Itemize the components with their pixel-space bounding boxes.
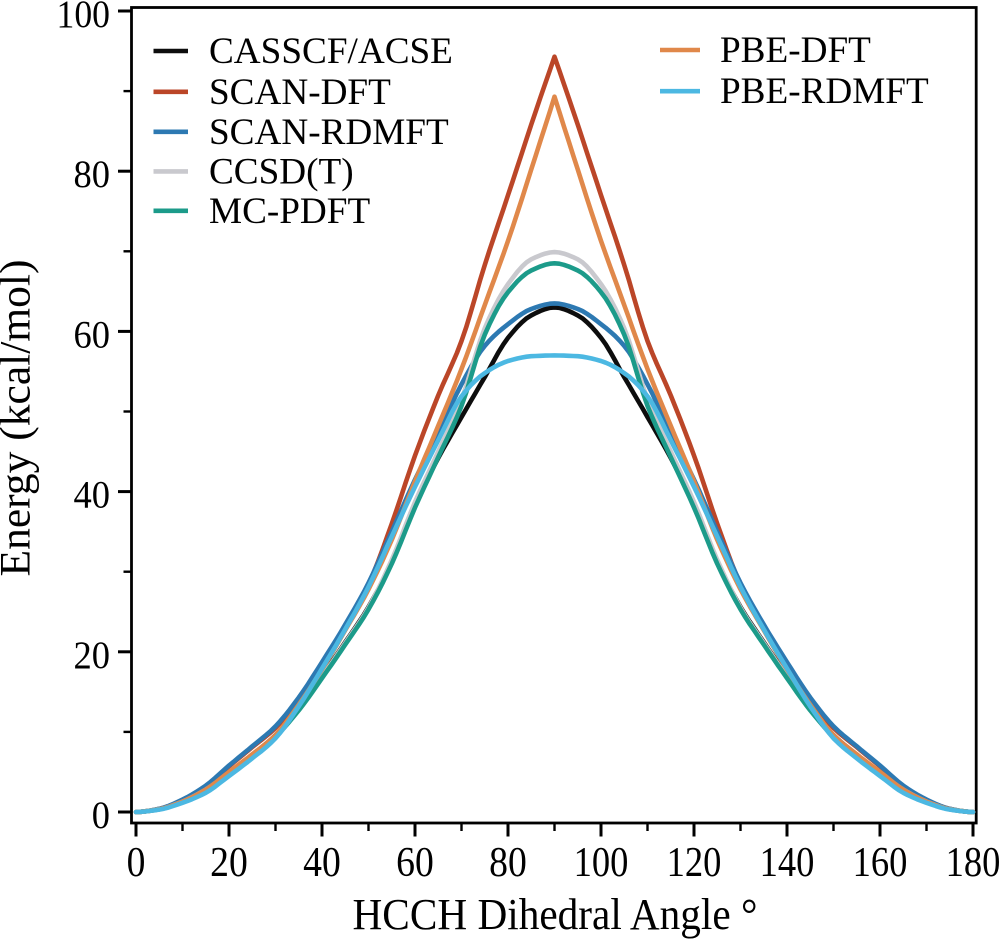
svg-text:180: 180 (946, 840, 1000, 886)
svg-text:140: 140 (760, 840, 815, 886)
svg-text:Energy (kcal/mol): Energy (kcal/mol) (0, 260, 40, 577)
svg-text:80: 80 (489, 840, 527, 886)
svg-text:PBE-DFT: PBE-DFT (720, 30, 871, 71)
svg-text:60: 60 (396, 840, 434, 886)
svg-text:100: 100 (57, 0, 111, 36)
svg-text:MC-PDFT: MC-PDFT (209, 191, 370, 232)
svg-text:40: 40 (303, 840, 341, 886)
svg-text:PBE-RDMFT: PBE-RDMFT (720, 71, 929, 112)
svg-text:100: 100 (574, 840, 629, 886)
svg-text:HCCH Dihedral Angle °: HCCH Dihedral Angle ° (353, 890, 758, 939)
svg-text:40: 40 (74, 474, 111, 517)
svg-text:20: 20 (74, 634, 111, 677)
svg-text:0: 0 (92, 794, 110, 837)
svg-text:120: 120 (667, 840, 722, 886)
svg-text:160: 160 (853, 840, 908, 886)
svg-text:60: 60 (74, 313, 111, 356)
svg-text:SCAN-RDMFT: SCAN-RDMFT (209, 112, 449, 153)
svg-text:CASSCF/ACSE: CASSCF/ACSE (209, 31, 453, 72)
svg-text:20: 20 (210, 840, 248, 886)
svg-text:80: 80 (74, 153, 111, 196)
svg-text:CCSD(T): CCSD(T) (209, 151, 354, 192)
svg-text:0: 0 (127, 840, 146, 886)
svg-text:SCAN-DFT: SCAN-DFT (209, 72, 391, 113)
